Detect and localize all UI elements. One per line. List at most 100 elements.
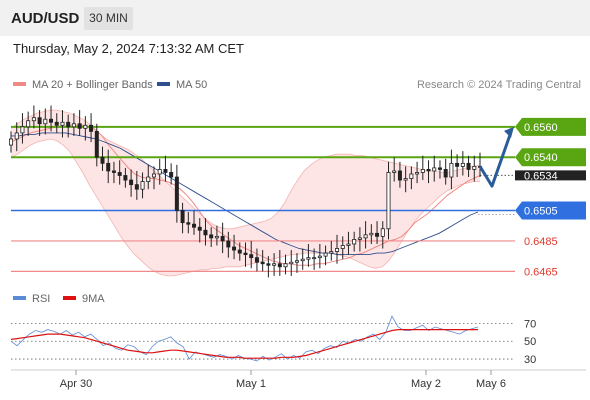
candle-body bbox=[260, 261, 265, 265]
candle-body bbox=[134, 184, 139, 190]
level-tag-0.6540 bbox=[515, 148, 586, 167]
candle-body bbox=[289, 261, 294, 265]
candle-body bbox=[397, 170, 402, 181]
candle-body bbox=[455, 162, 460, 167]
candle-body bbox=[106, 162, 111, 172]
candle-body bbox=[369, 232, 374, 236]
candle-body bbox=[192, 223, 197, 228]
candle-body bbox=[300, 258, 305, 262]
level-tag-0.6560 bbox=[515, 117, 586, 136]
candle-body bbox=[214, 235, 219, 239]
candle-body bbox=[426, 169, 431, 172]
ma20-swatch bbox=[13, 82, 26, 87]
chart-datetime: Thursday, May 2, 2024 7:13:32 AM CET bbox=[13, 41, 244, 56]
rsi-line bbox=[10, 315, 479, 362]
candle-body bbox=[60, 121, 65, 126]
candle-body bbox=[14, 132, 19, 140]
bollinger-upper-line bbox=[10, 109, 481, 230]
candle-body bbox=[94, 130, 99, 158]
level-label-0.6540: 0.6540 bbox=[524, 152, 558, 164]
candle-body bbox=[54, 121, 59, 126]
candle-body bbox=[420, 169, 425, 173]
rsi-level-label-50: 50 bbox=[524, 336, 536, 348]
candle-body bbox=[71, 123, 76, 128]
candle-body bbox=[375, 232, 380, 237]
candle-body bbox=[346, 243, 351, 246]
candle-body bbox=[20, 126, 25, 134]
candle-body bbox=[49, 118, 54, 123]
candle-body bbox=[146, 176, 151, 182]
candle-body bbox=[472, 165, 477, 170]
candle-body bbox=[432, 167, 437, 172]
level-label-0.6505: 0.6505 bbox=[524, 205, 558, 217]
candle-body bbox=[352, 239, 357, 245]
legend-ma20-bollinger: MA 20 + Bollinger Bands bbox=[13, 79, 153, 91]
candle-body bbox=[357, 237, 362, 240]
candle-body bbox=[77, 123, 82, 129]
legend-rsi: RSI bbox=[13, 293, 50, 305]
credit-text: Research © 2024 Trading Central bbox=[416, 79, 581, 91]
x-tick-label: May 6 bbox=[476, 378, 506, 390]
candle-body bbox=[266, 263, 271, 266]
rsi-swatch bbox=[13, 296, 26, 301]
candle-body bbox=[197, 226, 202, 231]
ma20-label: MA 20 + Bollinger Bands bbox=[32, 79, 153, 91]
candle-body bbox=[466, 162, 471, 170]
level-tag-0.6505 bbox=[515, 201, 586, 220]
candle-body bbox=[180, 210, 185, 224]
forecast-arrow-head bbox=[504, 126, 514, 138]
x-tick-label: Apr 30 bbox=[60, 378, 92, 390]
bollinger-band-area bbox=[11, 110, 480, 276]
candle-body bbox=[272, 263, 277, 266]
candle-body bbox=[203, 229, 208, 236]
level-label-0.6465: 0.6465 bbox=[524, 266, 558, 278]
x-tick-label: May 1 bbox=[236, 378, 266, 390]
candle-body bbox=[409, 173, 414, 179]
candle-body bbox=[140, 181, 145, 190]
candle-body bbox=[117, 172, 122, 176]
rsi-ma9-line bbox=[10, 329, 478, 359]
candle-body bbox=[323, 252, 328, 257]
candle-body bbox=[312, 257, 317, 260]
candle-body bbox=[392, 170, 397, 173]
candle-body bbox=[277, 263, 282, 268]
legend-9ma: 9MA bbox=[63, 293, 105, 305]
candle-body bbox=[237, 249, 242, 254]
candle-body bbox=[415, 172, 420, 175]
candle-body bbox=[31, 117, 36, 122]
candle-body bbox=[163, 169, 168, 173]
candle-body bbox=[386, 172, 391, 230]
candle-body bbox=[111, 170, 116, 173]
candle-body bbox=[335, 248, 340, 252]
candle-body bbox=[403, 178, 408, 181]
ma9-label: 9MA bbox=[82, 293, 105, 305]
rsi-level-label-70: 70 bbox=[524, 318, 536, 330]
candle-body bbox=[157, 169, 162, 175]
timeframe-badge[interactable]: 30 MIN bbox=[84, 7, 133, 30]
candle-body bbox=[340, 245, 345, 249]
candle-body bbox=[26, 120, 31, 128]
candle-body bbox=[100, 156, 105, 164]
candle-body bbox=[123, 175, 128, 181]
ma9-swatch bbox=[63, 296, 76, 301]
candle-body bbox=[283, 263, 288, 268]
candle-body bbox=[243, 252, 248, 256]
candle-body bbox=[460, 162, 465, 167]
candle-body bbox=[8, 138, 13, 146]
current-price-label: 0.6534 bbox=[524, 170, 558, 182]
candle-body bbox=[43, 118, 48, 125]
candle-body bbox=[294, 260, 299, 263]
candle-body bbox=[317, 255, 322, 259]
candle-body bbox=[129, 179, 134, 186]
ma50-swatch bbox=[157, 82, 170, 87]
rsi-label: RSI bbox=[32, 293, 51, 305]
ma50-line bbox=[11, 132, 479, 256]
candle-body bbox=[380, 228, 385, 237]
candle-body bbox=[306, 257, 311, 260]
candle-body bbox=[220, 235, 225, 242]
instrument-symbol: AUD/USD bbox=[11, 10, 80, 27]
candle-body bbox=[186, 222, 191, 225]
candle-body bbox=[66, 121, 71, 128]
candle-body bbox=[174, 176, 179, 211]
